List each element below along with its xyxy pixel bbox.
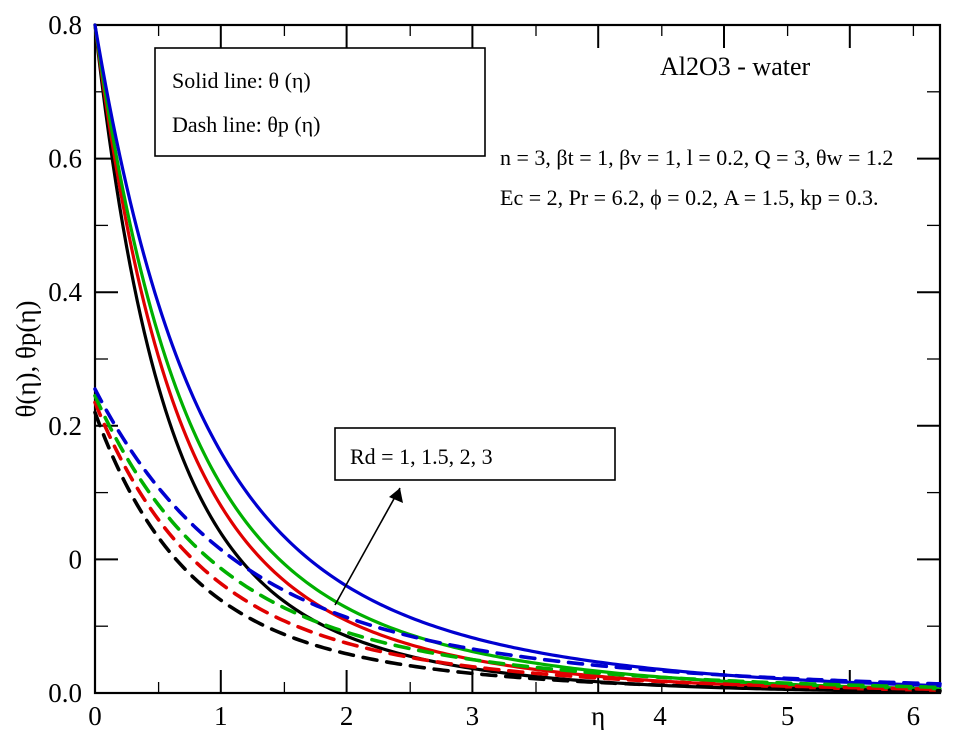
rd-annotation-box: Rd = 1, 1.5, 2, 3 bbox=[335, 428, 615, 480]
parameter-line-1: n = 3, βt = 1, βv = 1, l = 0.2, Q = 3, θ… bbox=[500, 145, 893, 170]
legend-line-dash: Dash line: θp (η) bbox=[172, 112, 321, 137]
x-tick-0: 0 bbox=[88, 701, 102, 730]
y-tick-1-0: 0.8 bbox=[48, 10, 82, 40]
x-tick-3: 3 bbox=[466, 701, 480, 730]
parameter-annotation: n = 3, βt = 1, βv = 1, l = 0.2, Q = 3, θ… bbox=[500, 145, 893, 210]
legend-description-box: Solid line: θ (η) Dash line: θp (η) bbox=[155, 48, 485, 156]
x-axis-title: η bbox=[591, 701, 605, 730]
y-tick-0-4: 0.2 bbox=[48, 411, 82, 441]
y-tick-0-2: 0 bbox=[69, 544, 83, 574]
direction-arrow bbox=[335, 488, 403, 605]
chart-container: 0.8 0.6 0.4 0.2 0 0.0 bbox=[0, 0, 964, 730]
rd-box-label: Rd = 1, 1.5, 2, 3 bbox=[350, 444, 493, 469]
y-tick-labels: 0.8 0.6 0.4 0.2 0 0.0 bbox=[48, 10, 82, 708]
parameter-line-2: Ec = 2, Pr = 6.2, ϕ = 0.2, A = 1.5, kp =… bbox=[500, 185, 879, 210]
y-tick-0-8: 0.6 bbox=[48, 144, 82, 174]
legend-line-solid: Solid line: θ (η) bbox=[172, 68, 311, 93]
x-tick-1: 1 bbox=[214, 701, 228, 730]
x-tick-5: 5 bbox=[781, 701, 795, 730]
material-label: Al2O3 - water bbox=[660, 52, 811, 81]
y-tick-0-6: 0.4 bbox=[48, 277, 82, 307]
y-tick-0-0: 0.0 bbox=[48, 678, 82, 708]
x-tick-labels: 0 1 2 3 η 4 5 6 bbox=[88, 701, 920, 730]
x-tick-2: 2 bbox=[340, 701, 354, 730]
y-axis-title: θ(η), θp(η) bbox=[11, 300, 41, 417]
x-tick-4: 4 bbox=[653, 701, 667, 730]
x-tick-6: 6 bbox=[907, 701, 921, 730]
plot-svg: 0.8 0.6 0.4 0.2 0 0.0 bbox=[0, 0, 964, 730]
